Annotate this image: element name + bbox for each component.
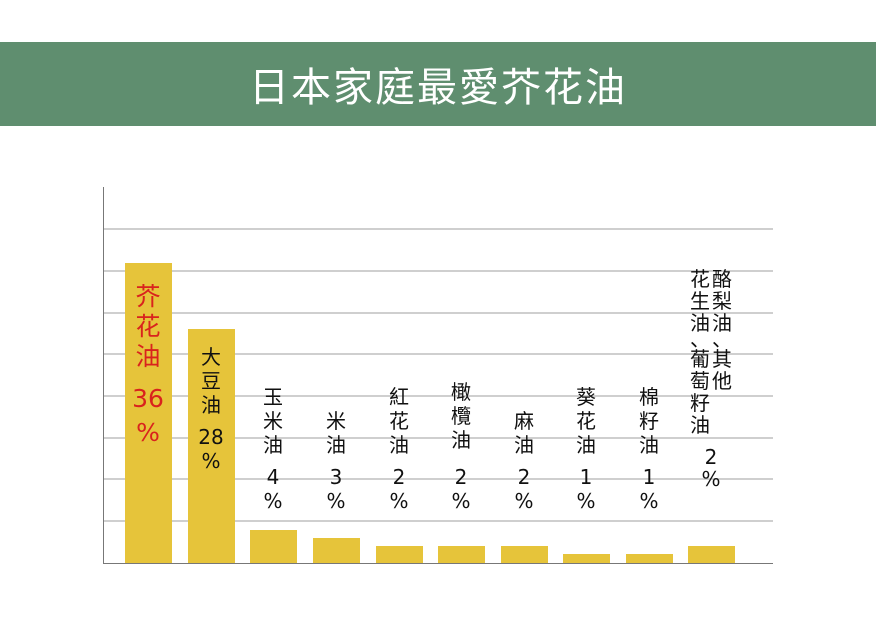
gridline <box>104 228 773 230</box>
title-banner: 日本家庭最愛芥花油 <box>0 42 876 126</box>
y-axis <box>103 187 104 564</box>
label-column-right: 酪梨油、其他 <box>712 267 732 393</box>
bar-soybean <box>188 329 235 563</box>
bar-cottonseed <box>626 554 673 563</box>
bar-corn <box>250 530 297 563</box>
data-label-sesame: 麻油 2 % <box>514 409 534 513</box>
data-label-rice: 米油 3 % <box>326 409 346 513</box>
label-column-left: 花生油、葡萄籽油 <box>690 267 710 437</box>
bar-safflower <box>376 546 423 563</box>
gridline <box>104 270 773 272</box>
data-label-safflower: 紅花油 2 % <box>389 385 409 513</box>
gridline <box>104 478 773 480</box>
bar-sesame <box>501 546 548 563</box>
bar-others <box>688 546 735 563</box>
data-label-soybean: 大豆油 28 % <box>198 345 224 473</box>
bar-olive <box>438 546 485 563</box>
gridline <box>104 520 773 522</box>
data-label-cottonseed: 棉籽油 1 % <box>639 385 659 513</box>
data-label-others: 酪梨油、其他 花生油、葡萄籽油 2 % <box>690 267 732 491</box>
data-label-canola: 芥花油 36 % <box>132 282 164 447</box>
gridline <box>104 312 773 314</box>
bar-canola <box>125 263 172 563</box>
bar-sunflower <box>563 554 610 563</box>
gridline <box>104 353 773 355</box>
data-label-sunflower: 葵花油 1 % <box>576 385 596 513</box>
bar-chart: 芥花油 36 % 大豆油 28 % 玉米油 4 % 米油 3 % 紅花油 2 %… <box>103 187 773 564</box>
bar-rice <box>313 538 360 563</box>
gridline <box>104 437 773 439</box>
chart-title: 日本家庭最愛芥花油 <box>249 65 627 111</box>
gridline <box>104 395 773 397</box>
data-label-olive: 橄欖油 2 % <box>451 380 471 513</box>
x-axis <box>103 563 773 564</box>
data-label-corn: 玉米油 4 % <box>263 385 283 513</box>
